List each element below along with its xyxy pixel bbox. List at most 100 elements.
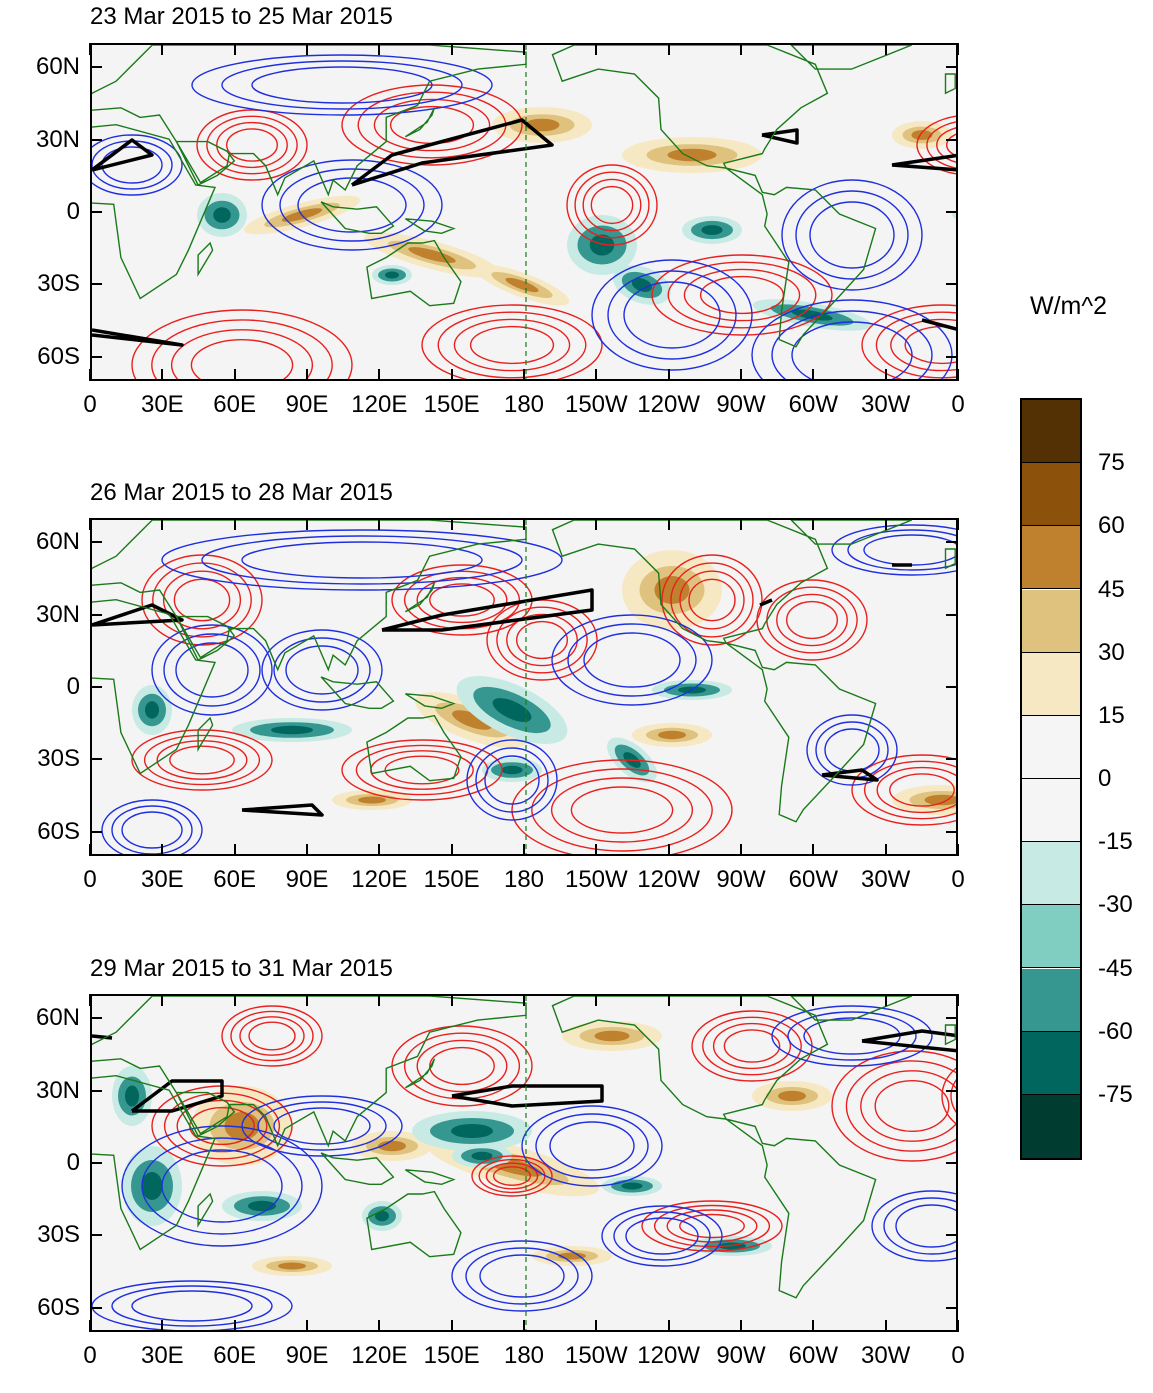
longitude-label: 150E: [423, 391, 480, 418]
map-plot: [90, 43, 958, 381]
tick-mark: [523, 1320, 525, 1332]
colorbar: [1020, 398, 1082, 1160]
contour-line: [871, 1190, 956, 1262]
colorbar-swatch: [1022, 1094, 1080, 1158]
tick-mark: [523, 369, 525, 381]
contour-line: [895, 1204, 956, 1248]
contour-line: [416, 1039, 508, 1093]
contour-line: [847, 529, 956, 571]
contour-line: [623, 281, 721, 349]
tick-mark: [957, 844, 959, 856]
contour-line: [131, 1290, 253, 1322]
tick-mark: [450, 369, 453, 381]
contour-line: [475, 747, 549, 813]
contour-line: [566, 164, 658, 246]
contour-line: [875, 311, 956, 379]
tick-mark: [595, 518, 598, 530]
longitude-label: 120E: [351, 866, 408, 893]
contour-line: [241, 1095, 403, 1157]
tick-mark: [884, 994, 887, 1006]
latitude-label: 60N: [35, 53, 80, 81]
contour-line: [889, 773, 955, 807]
contour-line: [712, 1022, 792, 1070]
map-plot: [90, 518, 958, 856]
longitude-label: 90W: [716, 391, 766, 418]
contour-line: [92, 134, 183, 196]
tick-mark: [884, 844, 887, 856]
contour-line: [667, 261, 817, 329]
contour-line: [683, 268, 801, 322]
tick-mark: [523, 994, 525, 1006]
shading-blob: [589, 234, 615, 256]
shading-blob: [924, 794, 956, 806]
tick-mark: [595, 1320, 598, 1332]
tick-mark: [595, 844, 598, 856]
contour-line: [851, 754, 956, 826]
tick-mark: [90, 613, 102, 616]
contour-line: [216, 121, 288, 169]
tick-mark: [450, 994, 453, 1006]
tick-mark: [884, 1320, 887, 1332]
contour-line: [143, 734, 261, 786]
colorbar-units: W/m^2: [1030, 292, 1108, 320]
latitude-label: 30S: [37, 745, 80, 773]
zero-contour: [92, 138, 154, 172]
contour-line: [151, 319, 333, 379]
contour-line: [121, 1125, 323, 1247]
map-canvas: [92, 520, 956, 854]
shading-blob: [278, 1262, 306, 1270]
coastline: [92, 520, 956, 823]
contour-line: [613, 1211, 711, 1261]
tick-mark: [946, 211, 958, 213]
contour-line: [670, 562, 754, 638]
contour-line: [874, 1079, 950, 1132]
contour-line: [429, 1046, 495, 1086]
tick-mark: [89, 518, 91, 530]
contour-line: [101, 146, 163, 184]
tick-mark: [89, 844, 91, 856]
contour-line: [831, 524, 956, 576]
tick-mark: [740, 43, 742, 55]
tick-mark: [740, 369, 742, 381]
tick-mark: [740, 844, 742, 856]
tick-mark: [233, 518, 236, 530]
contour-line: [225, 128, 278, 162]
colorbar-label: -45: [1098, 954, 1133, 982]
colorbar-label: 60: [1098, 512, 1125, 540]
tick-mark: [161, 844, 164, 856]
shading-blob: [658, 730, 686, 740]
tick-mark: [884, 369, 887, 381]
contour-line: [583, 632, 681, 688]
tick-mark: [90, 1306, 102, 1309]
tick-mark: [450, 518, 453, 530]
shading-blob: [141, 1172, 163, 1200]
contour-line: [521, 1105, 663, 1187]
shading-blob: [471, 1151, 493, 1161]
contour-line: [175, 642, 249, 698]
colorbar-label: 75: [1098, 449, 1125, 477]
tick-mark: [946, 138, 958, 141]
longitude-label: 30W: [860, 391, 911, 418]
contour-line: [890, 318, 956, 372]
contour-line: [679, 570, 745, 630]
contour-line: [496, 606, 588, 674]
tick-mark: [90, 1089, 102, 1092]
tick-mark: [90, 1234, 102, 1237]
contour-line: [273, 1107, 371, 1145]
colorbar-swatch: [1022, 842, 1080, 906]
latitude-label: 30N: [35, 1076, 80, 1104]
tick-mark: [89, 43, 91, 55]
tick-mark: [378, 1320, 381, 1332]
contour-line: [601, 1205, 723, 1267]
contour-line: [781, 179, 923, 291]
shading-blob: [451, 1124, 493, 1138]
shading-blob: [145, 701, 159, 719]
shading-blob: [385, 271, 399, 279]
longitude-label: 0: [83, 391, 97, 418]
longitude-label: 90E: [285, 391, 329, 418]
contour-line: [653, 1204, 771, 1248]
contour-line: [591, 259, 753, 371]
tick-mark: [90, 1162, 102, 1164]
tick-mark: [946, 1017, 958, 1020]
contour-line: [570, 786, 674, 834]
